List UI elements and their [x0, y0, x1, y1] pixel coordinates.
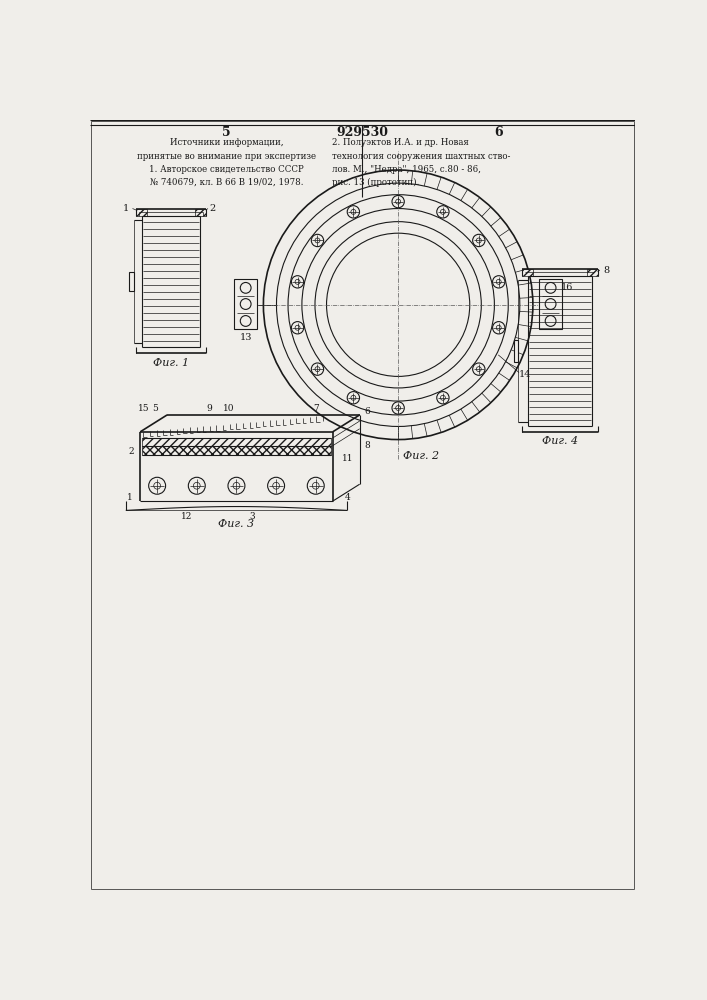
Text: 2. Полуэктов И.А. и др. Новая
технология сооружения шахтных ство-
лов. М., "Недр: 2. Полуэктов И.А. и др. Новая технология… [332, 138, 510, 187]
Text: 9: 9 [206, 404, 212, 413]
Text: 15: 15 [139, 404, 150, 413]
Text: 11: 11 [342, 454, 354, 463]
Bar [136, 209, 147, 216]
Bar [195, 209, 206, 216]
Circle shape [308, 477, 325, 494]
Circle shape [188, 477, 205, 494]
Bar [234, 279, 257, 329]
Text: 6: 6 [365, 407, 370, 416]
Text: 6: 6 [494, 126, 503, 139]
Text: 8: 8 [603, 266, 609, 275]
Bar [522, 269, 533, 276]
Text: Фиг. 3: Фиг. 3 [218, 519, 255, 529]
Bar [514, 340, 518, 362]
Text: 1: 1 [123, 204, 129, 213]
Text: 5: 5 [153, 404, 158, 413]
Circle shape [268, 477, 285, 494]
Bar [539, 279, 562, 329]
Text: 16: 16 [561, 283, 573, 292]
Text: 5: 5 [222, 126, 230, 139]
Text: 13: 13 [240, 333, 252, 342]
Bar [587, 269, 597, 276]
Circle shape [228, 477, 245, 494]
Bar [129, 272, 134, 291]
Text: 2: 2 [128, 447, 134, 456]
Text: 8: 8 [365, 441, 370, 450]
Text: Фиг. 2: Фиг. 2 [403, 451, 439, 461]
Text: 3: 3 [249, 512, 255, 521]
Text: 14: 14 [519, 370, 532, 379]
Text: 4: 4 [345, 493, 351, 502]
Bar [141, 438, 331, 446]
Text: Источники информации,
принятые во внимание при экспертизе
1. Авторское свидетель: Источники информации, принятые во вниман… [137, 138, 316, 187]
Text: 929530: 929530 [336, 126, 388, 139]
Text: Фиг. 4: Фиг. 4 [542, 436, 578, 446]
Text: 7: 7 [313, 404, 319, 413]
Text: 1: 1 [127, 493, 132, 502]
Text: 10: 10 [223, 404, 235, 413]
Circle shape [148, 477, 165, 494]
Bar [141, 446, 331, 455]
Text: 12: 12 [181, 512, 192, 521]
Text: 2: 2 [209, 204, 216, 213]
Text: Фиг. 1: Фиг. 1 [153, 358, 189, 368]
